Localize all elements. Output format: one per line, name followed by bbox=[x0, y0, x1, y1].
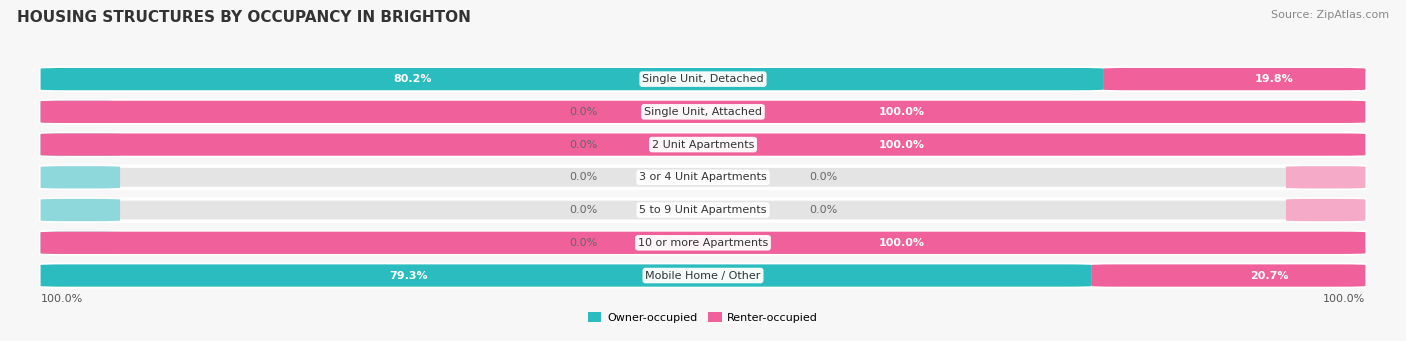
FancyBboxPatch shape bbox=[41, 232, 1365, 254]
Text: 0.0%: 0.0% bbox=[808, 205, 837, 215]
Text: 100.0%: 100.0% bbox=[879, 139, 925, 150]
Text: 0.0%: 0.0% bbox=[569, 205, 598, 215]
Text: 20.7%: 20.7% bbox=[1250, 270, 1289, 281]
Text: HOUSING STRUCTURES BY OCCUPANCY IN BRIGHTON: HOUSING STRUCTURES BY OCCUPANCY IN BRIGH… bbox=[17, 10, 471, 25]
FancyBboxPatch shape bbox=[41, 199, 120, 221]
Text: 0.0%: 0.0% bbox=[808, 172, 837, 182]
Text: 79.3%: 79.3% bbox=[389, 270, 427, 281]
Text: 0.0%: 0.0% bbox=[569, 139, 598, 150]
Text: 10 or more Apartments: 10 or more Apartments bbox=[638, 238, 768, 248]
Text: 19.8%: 19.8% bbox=[1254, 74, 1294, 84]
FancyBboxPatch shape bbox=[1286, 199, 1365, 221]
FancyBboxPatch shape bbox=[41, 133, 1365, 156]
FancyBboxPatch shape bbox=[1091, 264, 1365, 287]
Text: 100.0%: 100.0% bbox=[879, 238, 925, 248]
FancyBboxPatch shape bbox=[1104, 68, 1365, 90]
FancyBboxPatch shape bbox=[41, 68, 1104, 90]
Text: 5 to 9 Unit Apartments: 5 to 9 Unit Apartments bbox=[640, 205, 766, 215]
Text: Single Unit, Detached: Single Unit, Detached bbox=[643, 74, 763, 84]
FancyBboxPatch shape bbox=[1286, 166, 1365, 189]
FancyBboxPatch shape bbox=[41, 264, 1365, 287]
Legend: Owner-occupied, Renter-occupied: Owner-occupied, Renter-occupied bbox=[583, 308, 823, 328]
Text: 80.2%: 80.2% bbox=[394, 74, 432, 84]
FancyBboxPatch shape bbox=[41, 133, 1365, 156]
FancyBboxPatch shape bbox=[41, 166, 120, 189]
FancyBboxPatch shape bbox=[41, 133, 120, 156]
FancyBboxPatch shape bbox=[41, 68, 1365, 90]
Text: 100.0%: 100.0% bbox=[41, 294, 83, 304]
Text: 0.0%: 0.0% bbox=[569, 107, 598, 117]
FancyBboxPatch shape bbox=[41, 232, 1365, 254]
FancyBboxPatch shape bbox=[41, 101, 1365, 123]
Text: Single Unit, Attached: Single Unit, Attached bbox=[644, 107, 762, 117]
FancyBboxPatch shape bbox=[41, 199, 1365, 221]
Text: 2 Unit Apartments: 2 Unit Apartments bbox=[652, 139, 754, 150]
Text: 100.0%: 100.0% bbox=[1323, 294, 1365, 304]
FancyBboxPatch shape bbox=[41, 264, 1091, 287]
Text: 0.0%: 0.0% bbox=[569, 238, 598, 248]
FancyBboxPatch shape bbox=[41, 101, 1365, 123]
FancyBboxPatch shape bbox=[41, 166, 1365, 189]
Text: Source: ZipAtlas.com: Source: ZipAtlas.com bbox=[1271, 10, 1389, 20]
Text: 100.0%: 100.0% bbox=[879, 107, 925, 117]
Text: 3 or 4 Unit Apartments: 3 or 4 Unit Apartments bbox=[640, 172, 766, 182]
FancyBboxPatch shape bbox=[41, 101, 120, 123]
Text: Mobile Home / Other: Mobile Home / Other bbox=[645, 270, 761, 281]
Text: 0.0%: 0.0% bbox=[569, 172, 598, 182]
FancyBboxPatch shape bbox=[41, 232, 120, 254]
